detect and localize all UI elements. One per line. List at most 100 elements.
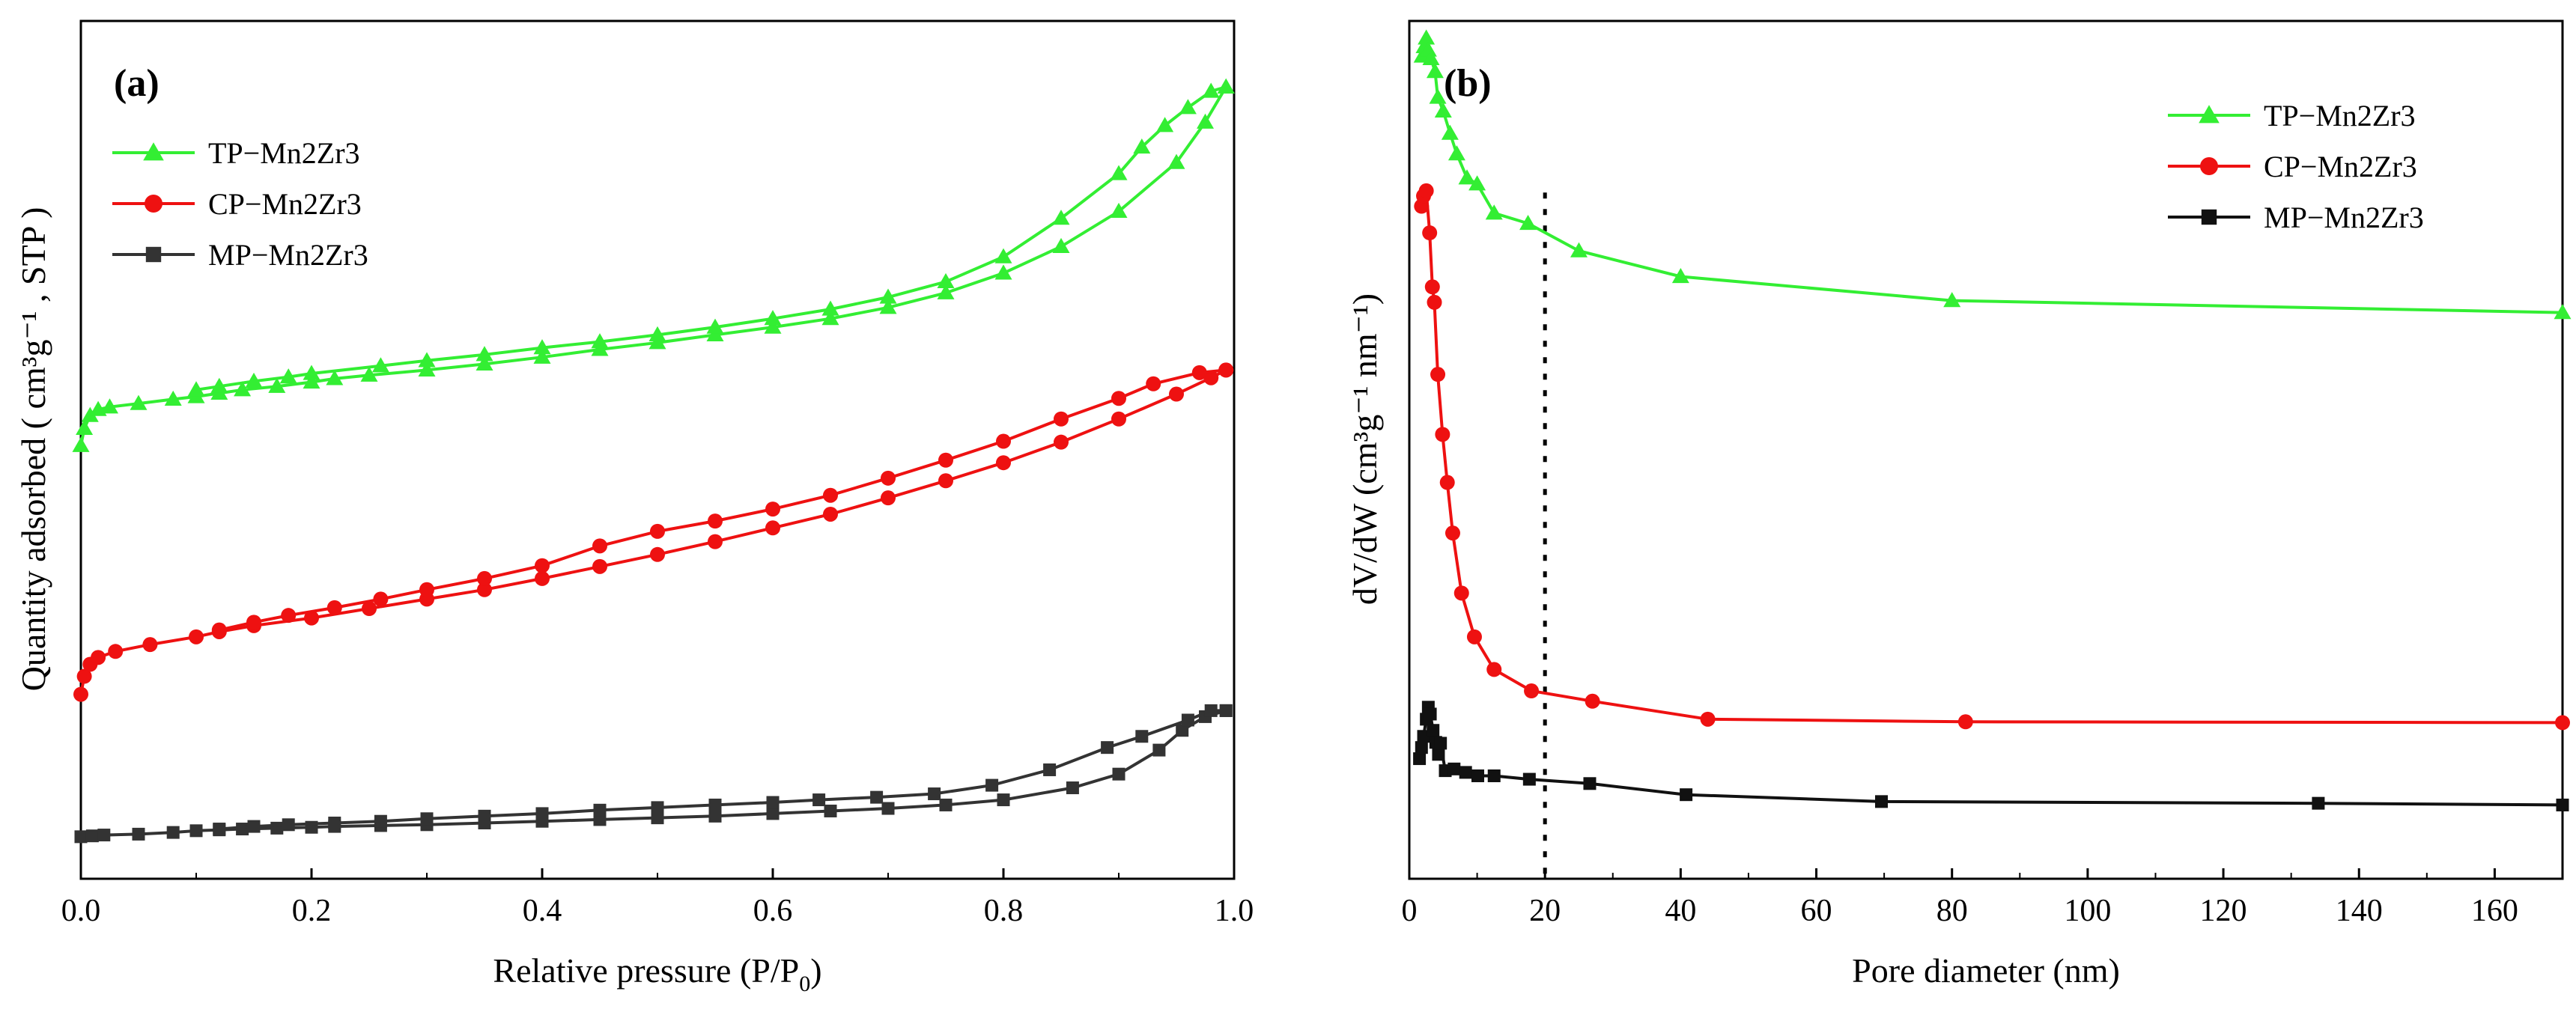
series-tp-mn2zr3-point xyxy=(1202,82,1220,98)
series-mp-mn2zr3-point xyxy=(928,787,941,801)
series-tp-mn2zr3-point xyxy=(1671,268,1689,284)
series-cp-mn2zr3-point xyxy=(189,629,204,644)
series-cp-mn2zr3-line xyxy=(1420,185,2563,725)
series-cp-mn2zr3-point xyxy=(1430,367,1446,382)
series-tp-mn2zr3-point xyxy=(360,366,378,382)
legend-cp-mn2zr3-marker xyxy=(145,195,162,213)
series-cp-mn2zr3-point xyxy=(1486,662,1502,677)
series-mp-mn2zr3-point xyxy=(213,823,226,836)
series-mp-mn2zr3-point xyxy=(1415,741,1428,755)
series-mp-mn2zr3-point xyxy=(1043,763,1057,776)
series-tp-mn2zr3-point xyxy=(1519,214,1537,231)
series-cp-mn2zr3-point xyxy=(1111,391,1126,406)
series-tp-mn2zr3-point xyxy=(648,334,666,350)
series-tp-mn2zr3-point xyxy=(476,346,493,362)
series-cp-mn2zr3 xyxy=(1414,183,2570,731)
series-mp-mn2zr3-point xyxy=(535,807,549,820)
panel-b-x-tick-label: 140 xyxy=(2336,894,2383,928)
series-cp-mn2zr3-point xyxy=(1585,693,1600,709)
panel-a-legend: TP−Mn2Zr3 CP−Mn2Zr3 MP−Mn2Zr3 xyxy=(112,136,368,272)
series-tp-mn2zr3-point xyxy=(1458,169,1476,185)
series-cp-mn2zr3-point xyxy=(304,610,319,626)
series-mp-mn2zr3-point xyxy=(478,809,491,823)
series-tp-mn2zr3-point xyxy=(821,310,839,326)
series-mp-mn2zr3-point xyxy=(1424,707,1437,721)
series-cp-mn2zr3-point xyxy=(1439,475,1455,490)
panel-a-series xyxy=(72,78,1235,844)
series-tp-mn2zr3-point xyxy=(303,365,321,380)
series-mp-mn2zr3-point xyxy=(1448,762,1461,775)
series-mp-mn2zr3 xyxy=(1413,701,2569,811)
series-tp-mn2zr3-point xyxy=(937,284,955,299)
series-mp-mn2zr3-point xyxy=(74,830,88,844)
series-cp-mn2zr3-point xyxy=(823,506,838,522)
legend-tp-mn2zr3-marker xyxy=(2199,105,2220,124)
series-mp-mn2zr3-point xyxy=(328,817,341,830)
series-cp-mn2zr3-point xyxy=(1054,411,1069,427)
panel-b-series xyxy=(1413,29,2572,811)
series-tp-mn2zr3-point xyxy=(1448,145,1465,161)
series-tp-mn2zr3-point xyxy=(1179,99,1197,115)
series-cp-mn2zr3-point xyxy=(1111,411,1126,427)
series-tp-mn2zr3-point xyxy=(2554,304,2572,320)
series-mp-mn2zr3-point xyxy=(939,798,953,811)
series-mp-mn2zr3-point xyxy=(1219,704,1233,717)
series-tp-mn2zr3-point xyxy=(764,318,782,334)
series-cp-mn2zr3-point xyxy=(765,520,780,536)
series-mp-mn2zr3-point xyxy=(1680,788,1693,802)
series-cp-mn2zr3-point xyxy=(2555,715,2570,731)
panel-b-x-axis-title: Pore diameter (nm) xyxy=(1852,951,2120,990)
series-cp-mn2zr3-point xyxy=(1203,370,1219,385)
series-cp-mn2zr3-point xyxy=(708,513,723,529)
series-mp-mn2zr3-point xyxy=(247,820,261,833)
series-tp-mn2zr3-point xyxy=(1468,175,1486,191)
series-tp-mn2zr3-point xyxy=(1217,78,1235,94)
series-mp-mn2zr3-point xyxy=(189,824,203,838)
series-tp-mn2zr3-point xyxy=(1485,204,1503,220)
series-tp-mn2zr3-point xyxy=(879,288,897,304)
series-cp-mn2zr3-point xyxy=(1957,714,1973,730)
series-mp-mn2zr3-point xyxy=(812,793,826,807)
series-mp-mn2zr3-point xyxy=(1459,766,1472,779)
series-tp-mn2zr3-point xyxy=(1429,88,1447,104)
series-tp-mn2zr3-point xyxy=(994,248,1012,263)
legend-tp-mn2zr3-marker xyxy=(143,142,164,161)
panel-b-x-tick-label: 100 xyxy=(2064,894,2111,928)
series-tp-mn2zr3-point xyxy=(234,381,252,397)
series-cp-mn2zr3-point xyxy=(592,538,607,554)
series-cp-mn2zr3-point xyxy=(419,582,434,597)
series-tp-mn2zr3-point xyxy=(1426,63,1444,79)
series-cp-mn2zr3-point xyxy=(91,650,106,665)
panel-a-y-axis-title: Quantity adsorbed ( cm³g⁻¹ , STP ) xyxy=(14,207,52,692)
series-cp-mn2zr3-line xyxy=(219,368,1227,632)
panel-a-x-axis-title: Relative pressure (P/P0) xyxy=(493,951,821,996)
panel-b-x-ticks: 0 20 40 60 80 100 120 140 160 xyxy=(1402,868,2518,928)
series-cp-mn2zr3-point xyxy=(477,570,492,586)
series-tp-mn2zr3-point xyxy=(1419,41,1437,57)
series-cp-mn2zr3-point xyxy=(73,686,88,702)
series-tp-mn2zr3-point xyxy=(706,326,724,342)
series-tp-mn2zr3-point xyxy=(1441,124,1459,140)
series-tp-mn2zr3 xyxy=(1413,29,2572,320)
panel-b: 0 20 40 60 80 100 120 140 160 (b) TP−Mn2Zr3 CP−Mn… xyxy=(1346,19,2572,990)
series-cp-mn2zr3-point xyxy=(650,546,665,562)
series-cp-mn2zr3-point xyxy=(1218,362,1234,378)
series-tp-mn2zr3-point xyxy=(1052,210,1070,225)
series-mp-mn2zr3-point xyxy=(708,809,722,823)
series-mp-mn2zr3-point xyxy=(870,790,884,804)
series-mp-mn2zr3-point xyxy=(1204,704,1218,717)
series-cp-mn2zr3 xyxy=(73,362,1234,702)
panel-a: 0.0 0.2 0.4 0.6 0.8 1.0 (a) TP−Mn2Zr3 CP−Mn2Zr… xyxy=(14,19,1254,996)
series-cp-mn2zr3-point xyxy=(1424,279,1440,295)
series-cp-mn2zr3-point xyxy=(881,490,896,506)
series-cp-mn2zr3-point xyxy=(1054,434,1069,450)
series-tp-mn2zr3 xyxy=(72,78,1235,452)
series-tp-mn2zr3-point xyxy=(994,264,1012,280)
panel-a-x-tick-label: 0.8 xyxy=(984,894,1024,928)
series-cp-mn2zr3-point xyxy=(535,570,550,586)
series-cp-mn2zr3-point xyxy=(246,615,261,630)
series-mp-mn2zr3-point xyxy=(824,804,837,817)
series-cp-mn2zr3-point xyxy=(765,502,780,517)
panel-a-label: (a) xyxy=(114,62,160,105)
series-cp-mn2zr3-point xyxy=(76,668,92,684)
